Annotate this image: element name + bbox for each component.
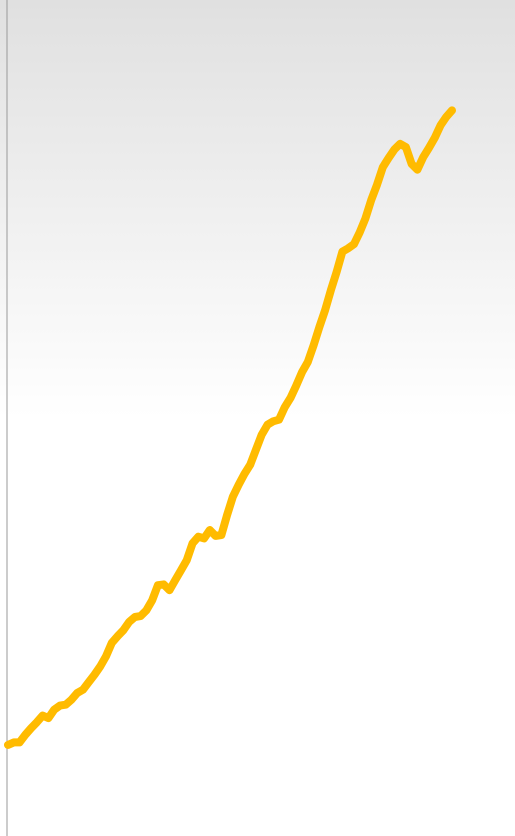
data-line: [4, 106, 456, 749]
